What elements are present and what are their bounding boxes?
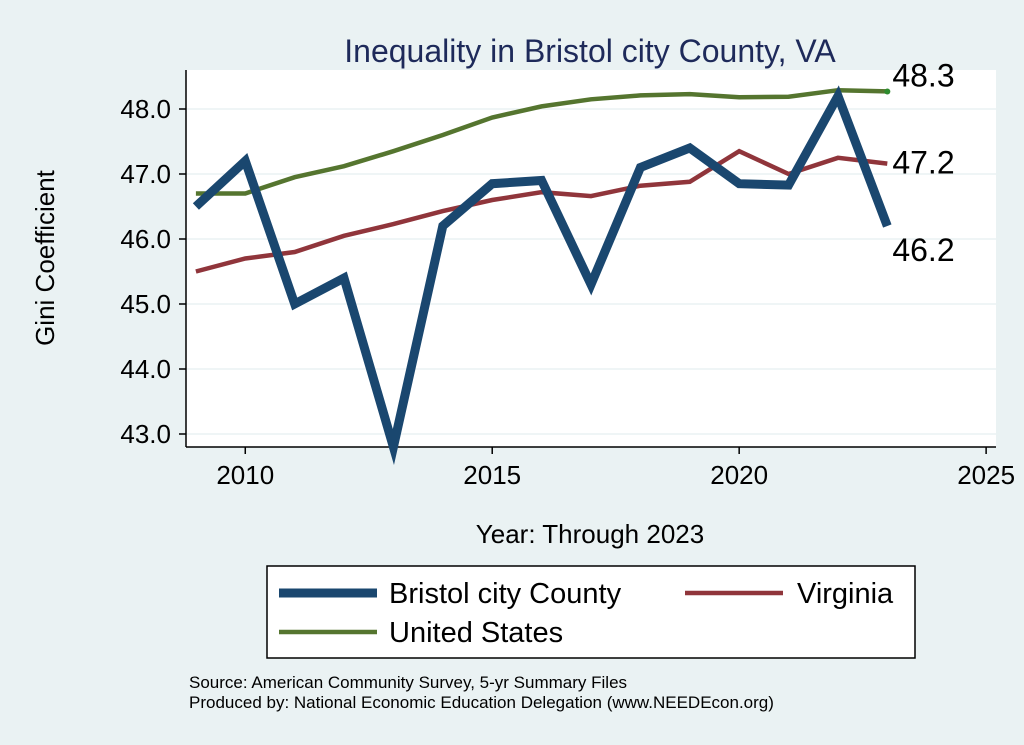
plot-area [186, 70, 996, 447]
grid-lines [186, 108, 996, 435]
y-tick-label: 43.0 [120, 419, 171, 449]
y-tick-label: 44.0 [120, 354, 171, 384]
producer-note: Produced by: National Economic Education… [189, 693, 774, 712]
x-tick-label: 2025 [957, 460, 1015, 490]
series-lines [192, 85, 892, 466]
series-line-virginia [195, 148, 888, 274]
end-label-virginia: 47.2 [892, 145, 954, 181]
y-axis-title: Gini Coefficient [30, 169, 60, 346]
legend: Bristol city County Virginia United Stat… [266, 565, 916, 659]
legend-box [266, 565, 916, 659]
source-note: Source: American Community Survey, 5-yr … [189, 673, 627, 692]
series-end-marker [884, 88, 891, 95]
series-line-bristol-city-county [192, 85, 892, 466]
x-axis-title: Year: Through 2023 [476, 519, 704, 549]
y-tick-label: 45.0 [120, 289, 171, 319]
end-label-bristol-city-county: 46.2 [892, 232, 954, 268]
y-tick-label: 46.0 [120, 224, 171, 254]
x-tick-label: 2010 [216, 460, 274, 490]
chart-title: Inequality in Bristol city County, VA [344, 33, 836, 69]
end-label-united-states: 48.3 [892, 57, 954, 93]
y-tick-label: 48.0 [120, 94, 171, 124]
x-tick-label: 2015 [463, 460, 521, 490]
legend-label-united-states: United States [389, 617, 563, 649]
axes: 43.0 44.0 45.0 46.0 47.0 48.0 2010 2015 2020 2025 [120, 70, 1015, 490]
series-line-united-states [195, 87, 888, 196]
x-tick-label: 2020 [710, 460, 768, 490]
legend-label-bristol: Bristol city County [389, 578, 622, 610]
y-tick-label: 47.0 [120, 159, 171, 189]
end-labels: 46.2 47.2 48.3 [892, 57, 954, 268]
legend-label-virginia: Virginia [797, 578, 894, 610]
